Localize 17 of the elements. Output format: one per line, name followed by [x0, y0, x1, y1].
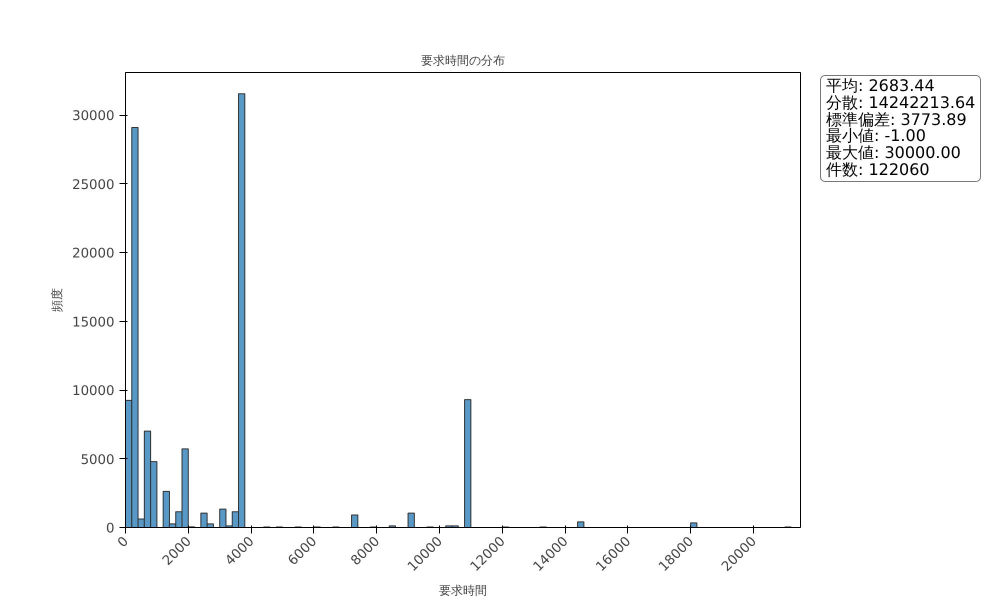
y-tick-label: 0 [106, 522, 115, 536]
y-axis-title: 頻度 [50, 288, 64, 312]
text: 平均: 2683.44 [826, 76, 935, 95]
text: 最大値: 30000.00 [826, 143, 961, 162]
chart-title: 要求時間の分布 [421, 54, 505, 68]
text: 件数: 122060 [826, 160, 930, 179]
y-tick-label: 5000 [80, 452, 115, 468]
y-tick-label: 30000 [72, 109, 115, 124]
text: 分散: 14242213.64 [826, 92, 976, 112]
text: 最小値: -1.00 [826, 126, 926, 146]
x-axis-title: 要求時間 [439, 584, 487, 598]
y-tick-label: 15000 [72, 315, 115, 330]
x-tick-label: 0 [115, 534, 132, 551]
text: 標準偏差: 3773.89 [826, 110, 967, 129]
y-tick-label: 25000 [72, 178, 115, 193]
y-tick-label: 10000 [72, 384, 115, 400]
y-tick-label: 20000 [72, 246, 115, 262]
